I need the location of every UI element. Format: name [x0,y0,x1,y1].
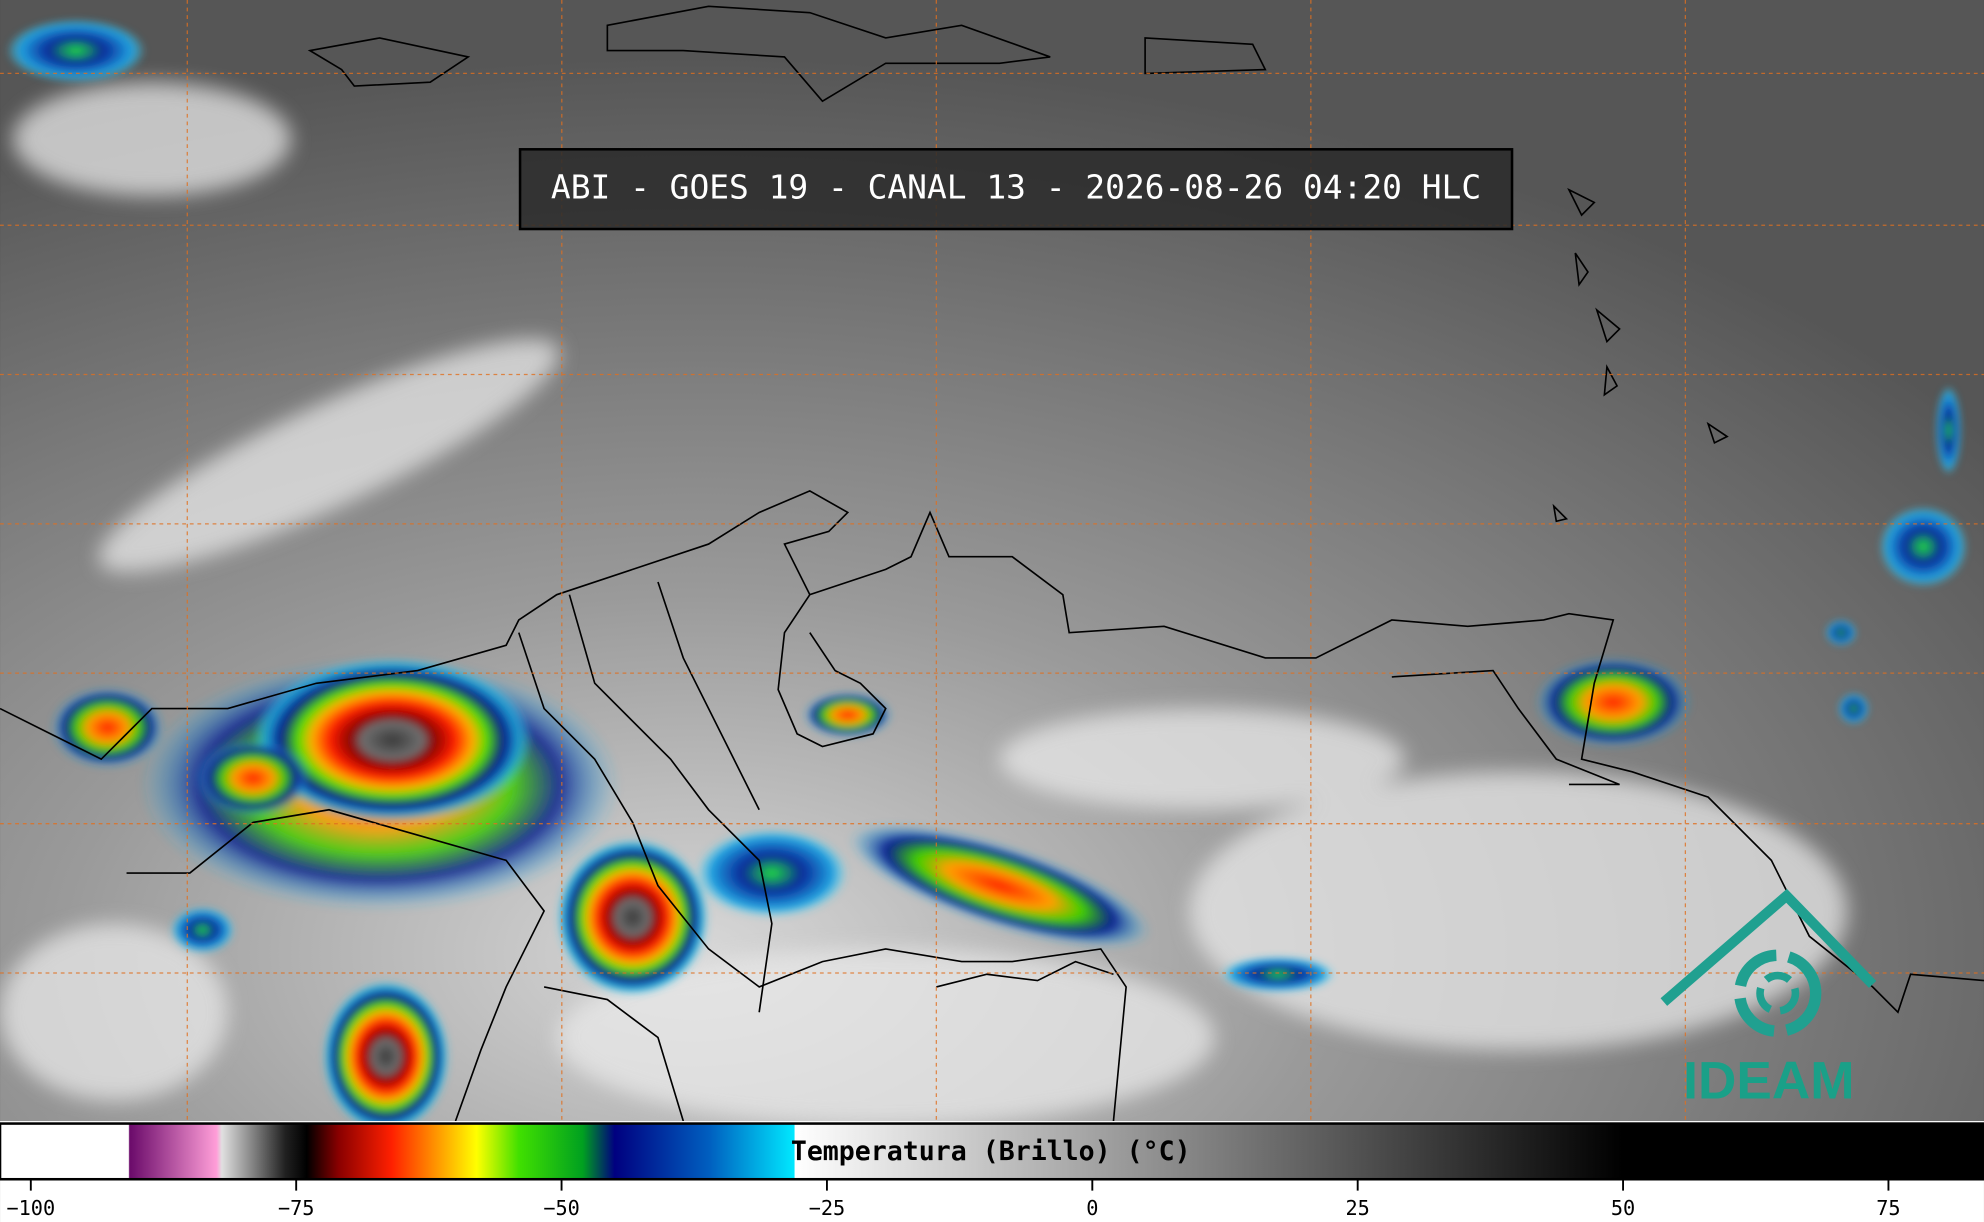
colorbar-gradient [0,1122,1984,1181]
colorbar: Temperatura (Brillo) (°C) −100 −75 −50 −25 0… [0,1121,1984,1222]
logo: IDEAM [1660,888,1877,1110]
tick-label: −75 [278,1196,315,1220]
tick-label: 50 [1611,1196,1635,1220]
tick-label: 0 [1086,1196,1098,1220]
logo-text: IDEAM [1683,1051,1854,1110]
tick-label: −50 [543,1196,580,1220]
tick-label: −25 [809,1196,846,1220]
title-box: ABI - GOES 19 - CANAL 13 - 2026-08-26 04… [518,148,1514,231]
title: ABI - GOES 19 - CANAL 13 - 2026-08-26 04… [551,168,1481,207]
colorbar-label: Temperatura (Brillo) (°C) [791,1136,1191,1167]
tick-label: 75 [1876,1196,1900,1220]
tick-label: −100 [6,1196,55,1220]
tick-label: 25 [1345,1196,1369,1220]
